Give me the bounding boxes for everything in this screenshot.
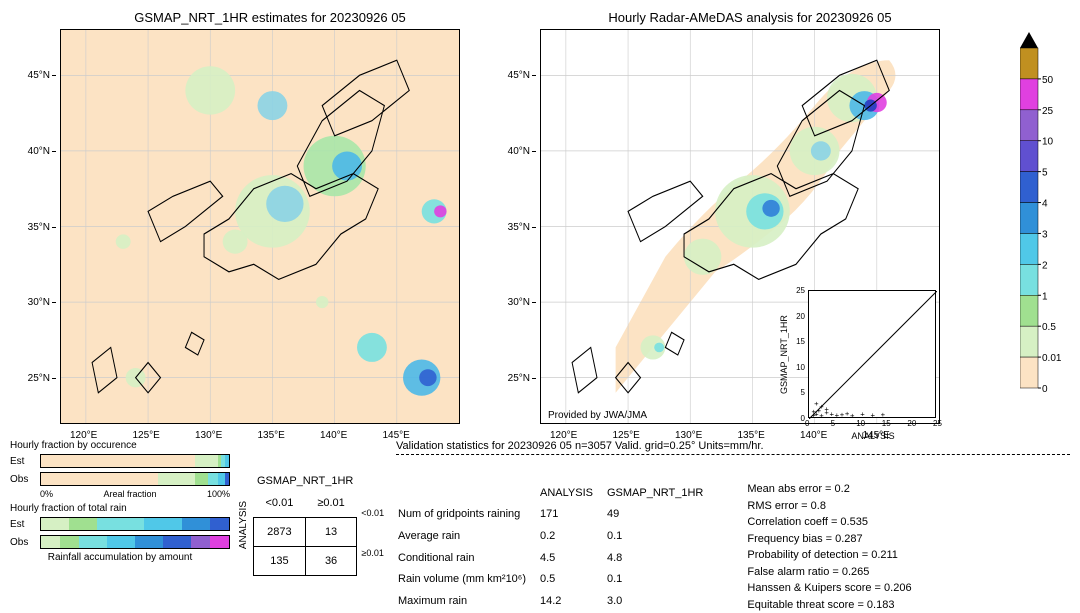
- obs-label: Obs: [10, 474, 40, 485]
- occ-est-bar: [40, 454, 230, 468]
- right-map-panel: Hourly Radar-AMeDAS analysis for 2023092…: [540, 10, 960, 424]
- svg-text:3: 3: [1042, 229, 1048, 240]
- ct-col-1: ≥0.01: [305, 489, 356, 518]
- axis-left: 0%: [40, 489, 53, 499]
- scatter-points: +++++++++++++++++: [812, 399, 886, 419]
- svg-text:10: 10: [1042, 137, 1054, 148]
- val-row-a: 0.2: [540, 526, 605, 546]
- metric-row: Frequency bias = 0.287: [747, 531, 911, 548]
- val-row-a: 14.2: [540, 591, 605, 611]
- rain-obs-bar: [40, 535, 230, 549]
- accum-title: Rainfall accumulation by amount: [10, 552, 230, 563]
- val-row-label: Maximum rain: [398, 591, 538, 611]
- scatter-ylabel: GSMAP_NRT_1HR: [779, 291, 789, 419]
- ct-00: 2873: [254, 517, 306, 546]
- svg-text:4: 4: [1042, 199, 1048, 210]
- left-map-panel: GSMAP_NRT_1HR estimates for 20230926 05 …: [60, 10, 480, 424]
- svg-text:0: 0: [1042, 384, 1048, 395]
- ct-ylabel: ANALYSIS: [238, 501, 249, 549]
- ct-10: 135: [254, 546, 306, 575]
- svg-text:2: 2: [1042, 260, 1048, 271]
- svg-text:25: 25: [1042, 106, 1054, 117]
- metric-row: Correlation coeff = 0.535: [747, 514, 911, 531]
- val-row-b: 4.8: [607, 548, 715, 568]
- fraction-bars: Hourly fraction by occurence Est Obs 0% A…: [10, 440, 230, 610]
- left-map-title: GSMAP_NRT_1HR estimates for 20230926 05: [60, 10, 480, 25]
- svg-text:+: +: [881, 410, 886, 419]
- axis-mid: Areal fraction: [103, 489, 156, 499]
- rain-est-bar: [40, 517, 230, 531]
- val-row-label: Conditional rain: [398, 548, 538, 568]
- attribution-text: Provided by JWA/JMA: [548, 410, 647, 421]
- svg-text:0.01: 0.01: [1042, 353, 1062, 364]
- occ-obs-bar: [40, 472, 230, 486]
- metric-row: Equitable threat score = 0.183: [747, 597, 911, 613]
- colorbar: 0 0.01 0.5 1 2 3 4 5 10 25 50: [1020, 30, 1070, 410]
- val-row-a: 171: [540, 504, 605, 524]
- ct-col-0: <0.01: [254, 489, 306, 518]
- vh-1: GSMAP_NRT_1HR: [607, 483, 715, 502]
- ct-01: 13: [305, 517, 356, 546]
- val-row-label: Rain volume (mm km²10⁶): [398, 570, 538, 590]
- scatter-inset: +++++++++++++++++ 0510152025 0510152025 …: [808, 290, 936, 418]
- rain-title: Hourly fraction of total rain: [10, 503, 230, 514]
- right-yticks: 25°N 30°N 35°N 40°N 45°N: [500, 30, 538, 425]
- validation-title: Validation statistics for 20230926 05 n=…: [396, 440, 1070, 455]
- val-row-a: 0.5: [540, 570, 605, 590]
- metric-row: Probability of detection = 0.211: [747, 547, 911, 564]
- ct-title: GSMAP_NRT_1HR: [253, 475, 357, 487]
- svg-text:+: +: [824, 404, 829, 413]
- metric-row: False alarm ratio = 0.265: [747, 564, 911, 581]
- val-row-label: Average rain: [398, 526, 538, 546]
- svg-text:0.5: 0.5: [1042, 322, 1056, 333]
- svg-text:1: 1: [1042, 291, 1048, 302]
- est-label-2: Est: [10, 519, 40, 530]
- validation-stats: Validation statistics for 20230926 05 n=…: [396, 440, 1070, 610]
- svg-text:5: 5: [1042, 168, 1048, 179]
- occ-title: Hourly fraction by occurence: [10, 440, 230, 451]
- vh-0: ANALYSIS: [540, 483, 605, 502]
- validation-table: ANALYSISGSMAP_NRT_1HR Num of gridpoints …: [396, 481, 717, 613]
- val-row-b: 49: [607, 504, 715, 524]
- val-row-label: Num of gridpoints raining: [398, 504, 538, 524]
- val-row-b: 3.0: [607, 591, 715, 611]
- val-row-a: 4.5: [540, 548, 605, 568]
- obs-label-2: Obs: [10, 537, 40, 548]
- metric-row: Mean abs error = 0.2: [747, 481, 911, 498]
- svg-text:+: +: [860, 409, 865, 418]
- axis-right: 100%: [207, 489, 230, 499]
- metric-row: Hanssen & Kuipers score = 0.206: [747, 580, 911, 597]
- validation-metrics: Mean abs error = 0.2RMS error = 0.8Corre…: [747, 481, 911, 613]
- svg-text:+: +: [870, 410, 875, 419]
- est-label: Est: [10, 456, 40, 467]
- ct-row-1: ≥0.01: [361, 548, 384, 558]
- ct-11: 36: [305, 546, 356, 575]
- left-map-svg: [60, 29, 460, 424]
- val-row-b: 0.1: [607, 570, 715, 590]
- svg-text:50: 50: [1042, 75, 1054, 86]
- right-map-title: Hourly Radar-AMeDAS analysis for 2023092…: [540, 10, 960, 25]
- contingency-table: ANALYSIS GSMAP_NRT_1HR <0.01≥0.01 287313…: [238, 440, 388, 610]
- svg-text:+: +: [812, 407, 817, 416]
- metric-row: RMS error = 0.8: [747, 498, 911, 515]
- val-row-b: 0.1: [607, 526, 715, 546]
- svg-text:+: +: [850, 411, 855, 419]
- ct-row-0: <0.01: [361, 508, 384, 518]
- left-yticks: 25°N 30°N 35°N 40°N 45°N: [20, 30, 58, 425]
